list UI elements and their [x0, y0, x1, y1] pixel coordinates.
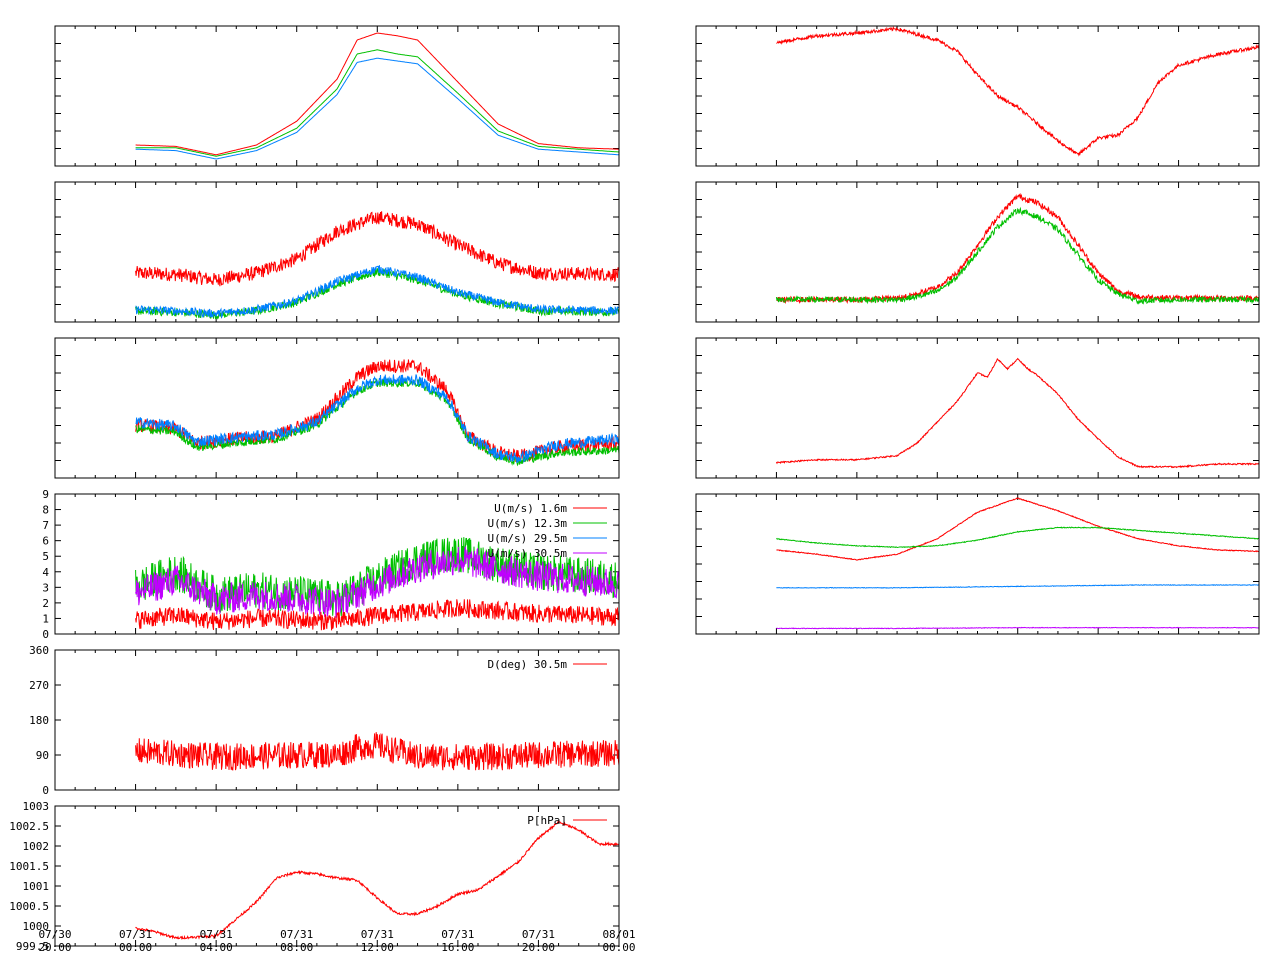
series-line-red [135, 211, 619, 287]
series-line-red [135, 821, 619, 941]
x-tick-label-time: 12:00 [361, 941, 394, 954]
x-tick-label-date: 08/01 [602, 928, 635, 941]
legend-label: D(deg) 30.5m [488, 658, 568, 671]
chart-soil-and-air [695, 493, 1260, 635]
y-tick-label: 0 [42, 784, 49, 797]
x-tick-label-time: 00:00 [119, 941, 152, 954]
x-tick-label-date: 07/31 [361, 928, 394, 941]
plot-frame [54, 181, 620, 323]
y-tick-label: 2 [42, 597, 49, 610]
y-tick-label: 1003 [23, 800, 50, 813]
series-line-red [775, 357, 1259, 469]
series-group [135, 537, 619, 631]
series-group [776, 26, 1259, 157]
x-tick-label-time: 00:00 [602, 941, 635, 954]
x-axis-labels: 07/3020:0007/3100:0007/3104:0007/3108:00… [38, 928, 635, 954]
chart-temperature-profile [54, 25, 620, 167]
y-tick-label: 1000.5 [9, 900, 49, 913]
series-group [775, 357, 1259, 469]
chart-wind-speed: 0 1 2 3 4 5 6 7 8 9 U(m/s) 1.6m U(m/s) 12.3m U(m/s) … [42, 488, 620, 641]
y-tick-label: 1000 [23, 920, 50, 933]
y-tick-label: 9 [42, 488, 49, 501]
y-tick-label: 7 [42, 519, 49, 532]
series-line-magenta [776, 626, 1259, 630]
chart-humidity-profile [54, 337, 620, 479]
x-tick-label-time: 16:00 [441, 941, 474, 954]
y-tick-label: 8 [42, 504, 49, 517]
series-group [776, 497, 1259, 630]
y-tick-label: 999.5 [16, 940, 49, 953]
y-tick-label: 90 [36, 749, 49, 762]
series-line-magenta [135, 546, 619, 618]
plot-frame [54, 805, 620, 947]
series-line-red [135, 732, 619, 771]
plot-frame [54, 493, 620, 635]
series-line-blue [776, 584, 1259, 589]
y-tick-label: 6 [42, 535, 49, 548]
legend-label: U(m/s) 30.5m [488, 547, 568, 560]
legend-label: P[hPa] [527, 814, 567, 827]
plot-frame [54, 337, 620, 479]
series-line-blue [135, 57, 619, 160]
series-line-red [135, 599, 619, 631]
x-tick-label-time: 04:00 [200, 941, 233, 954]
series-group [135, 732, 619, 771]
x-tick-label-date: 07/31 [200, 928, 233, 941]
series-group [135, 821, 619, 941]
plot-frame [54, 649, 620, 791]
y-tick-label: 1001.5 [9, 860, 49, 873]
chart-solar-radiation [695, 25, 1260, 167]
series-line-red [776, 26, 1259, 157]
plot-frame [695, 25, 1260, 167]
series-group [775, 192, 1259, 305]
x-tick-label-time: 08:00 [280, 941, 313, 954]
series-line-blue [135, 265, 619, 319]
series-line-green [135, 378, 619, 467]
series-group [135, 211, 619, 320]
y-tick-label: 1002 [23, 840, 50, 853]
chart-pressure: 999.5 1000 1000.5 1001 1001.5 1002 1002.5 1003 P… [9, 800, 620, 953]
y-tick-label: 1001 [23, 880, 50, 893]
legend-label: U(m/s) 1.6m [494, 502, 567, 515]
chart-net-radiation [695, 337, 1260, 479]
x-tick-label-date: 07/31 [119, 928, 152, 941]
y-tick-label: 0 [42, 628, 49, 641]
y-tick-label: 5 [42, 550, 49, 563]
chart-heat-flux [695, 181, 1260, 323]
series-group [135, 32, 619, 160]
plot-frame [695, 493, 1260, 635]
y-tick-label: 180 [29, 714, 49, 727]
series-group [135, 359, 619, 467]
series-line-red [135, 32, 619, 156]
series-line-green [135, 49, 619, 157]
x-tick-label-date: 07/31 [280, 928, 313, 941]
chart-wind-direction: 0 90 180 270 360 D(deg) 30.5m [29, 644, 620, 797]
x-tick-label-time: 20:00 [522, 941, 555, 954]
series-line-red [776, 497, 1259, 561]
y-tick-label: 4 [42, 566, 49, 579]
series-line-green [775, 206, 1259, 305]
y-tick-label: 3 [42, 581, 49, 594]
y-tick-label: 270 [29, 679, 49, 692]
y-tick-label: 1002.5 [9, 820, 49, 833]
plot-frame [54, 25, 620, 167]
series-line-blue [135, 374, 619, 464]
x-tick-label-date: 07/31 [522, 928, 555, 941]
legend-label: U(m/s) 12.3m [488, 517, 568, 530]
x-tick-label-time: 20:00 [38, 941, 71, 954]
y-tick-label: 1 [42, 612, 49, 625]
chart-temperature-variance [54, 181, 620, 323]
y-tick-label: 360 [29, 644, 49, 657]
legend-label: U(m/s) 29.5m [488, 532, 568, 545]
plot-frame [695, 181, 1260, 323]
x-tick-label-date: 07/31 [441, 928, 474, 941]
plot-frame [695, 337, 1260, 479]
x-tick-label-date: 07/30 [38, 928, 71, 941]
series-line-green [776, 526, 1259, 549]
